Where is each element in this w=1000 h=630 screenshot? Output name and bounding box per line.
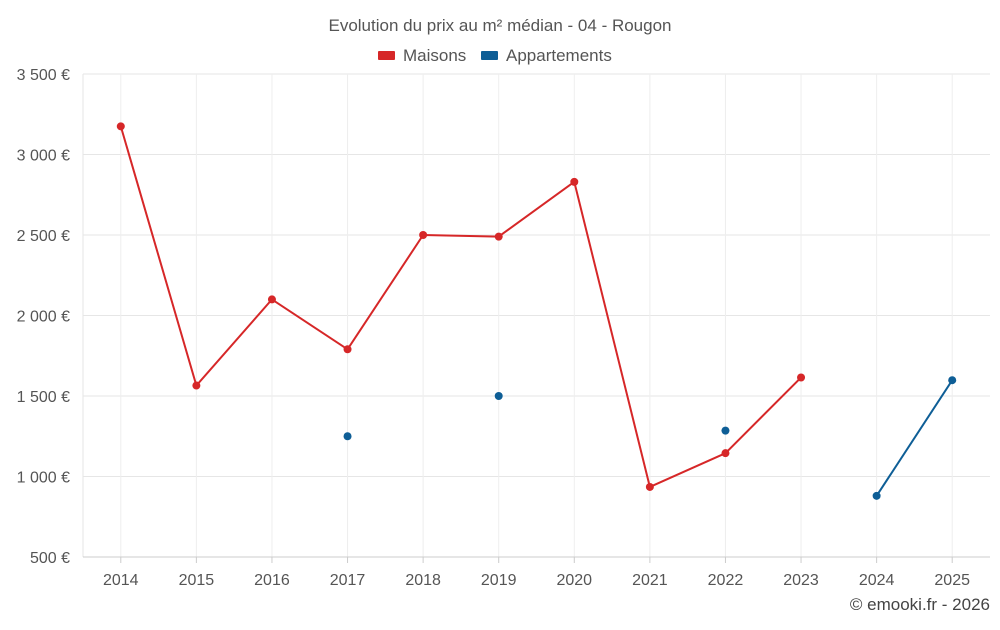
data-point-maisons-2014[interactable] [116,122,125,131]
x-tick-label: 2021 [632,572,668,589]
data-point-maisons-2021[interactable] [645,482,654,491]
y-tick-label: 2 500 € [17,228,70,245]
series-maisons [116,122,806,491]
y-tick-label: 3 000 € [17,148,70,165]
y-tick-label: 1 500 € [17,389,70,406]
y-tick-label: 500 € [30,550,70,567]
legend-item-appartements[interactable]: Appartements [481,46,612,65]
x-tick-label: 2022 [708,572,744,589]
data-point-maisons-2023[interactable] [797,373,806,382]
y-axis: 500 € 1 000 € 1 500 € 2 000 € 2 500 € 3 000 €… [17,67,84,567]
data-point-maisons-2022[interactable] [721,449,730,458]
legend-label-appartements: Appartements [506,46,612,65]
data-point-maisons-2016[interactable] [267,295,276,304]
series-appartements [343,376,957,500]
x-tick-label: 2020 [556,572,592,589]
x-tick-label: 2016 [254,572,290,589]
data-point-maisons-2018[interactable] [419,231,428,239]
data-point-maisons-2017[interactable] [343,345,352,354]
legend-swatch-maisons [378,51,395,60]
x-tick-label: 2018 [405,572,441,589]
data-point-appartements-2025[interactable] [948,376,957,385]
x-axis: 2014 2015 2016 2017 2018 2019 2020 2021 2022 2023… [83,556,990,589]
credit-text: © emooki.fr - 2026 [850,595,990,614]
chart-title: Evolution du prix au m² médian - 04 - Ro… [328,16,671,35]
data-point-appartements-2019[interactable] [494,392,503,400]
data-point-maisons-2020[interactable] [570,177,579,186]
series-line-appartements [875,379,954,497]
y-tick-label: 1 000 € [17,470,70,487]
legend[interactable]: Maisons Appartements [378,46,612,65]
legend-swatch-appartements [481,51,498,60]
x-tick-label: 2019 [481,572,517,589]
data-point-appartements-2024[interactable] [872,491,881,500]
x-tick-label: 2017 [330,572,366,589]
x-tick-label: 2015 [179,572,215,589]
data-point-maisons-2015[interactable] [192,381,201,390]
series-layer [116,122,957,500]
legend-label-maisons: Maisons [403,46,466,65]
legend-item-maisons[interactable]: Maisons [378,46,466,65]
y-tick-label: 2 000 € [17,309,70,326]
series-line-maisons [119,126,802,488]
x-tick-label: 2023 [783,572,819,589]
x-tick-label: 2024 [859,572,895,589]
y-tick-label: 3 500 € [17,67,70,84]
data-point-appartements-2022[interactable] [721,426,730,435]
x-tick-label: 2014 [103,572,139,589]
x-tick-label: 2025 [934,572,970,589]
data-point-maisons-2019[interactable] [494,232,503,241]
grid [83,73,990,557]
data-point-appartements-2017[interactable] [343,432,352,441]
